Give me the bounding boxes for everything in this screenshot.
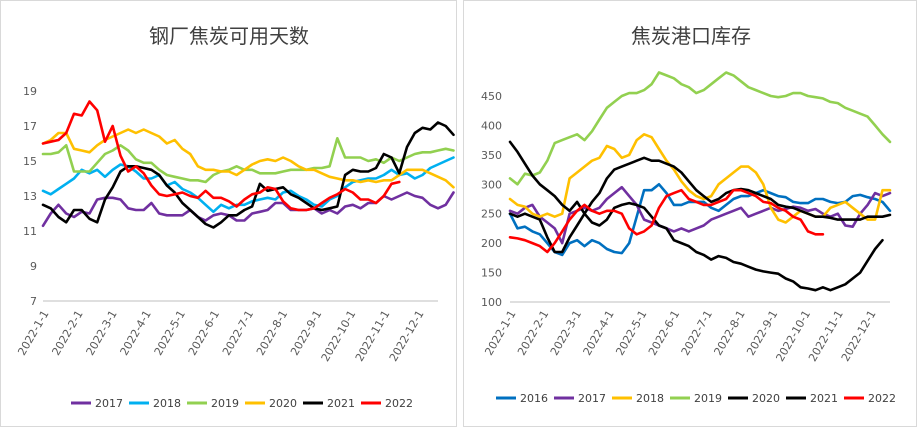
series-line-2021 <box>508 140 884 292</box>
y-tick-label: 300 <box>481 178 502 191</box>
series-line-2018 <box>41 156 455 214</box>
y-tick-label: 9 <box>30 260 37 273</box>
y-tick-label: 13 <box>23 190 37 203</box>
series-line-2017 <box>41 191 455 228</box>
y-tick-label: 7 <box>30 295 37 308</box>
chart-title: 焦炭港口库存 <box>631 24 751 48</box>
y-tick-label: 11 <box>23 225 37 238</box>
x-tick-label: 2022-6-1 <box>186 308 222 358</box>
series-line-2022 <box>508 188 825 254</box>
x-tick-label: 2022-8-1 <box>711 308 747 358</box>
x-tick-label: 2022-10-1 <box>319 308 359 364</box>
y-tick-label: 19 <box>23 85 37 98</box>
x-tick-label: 2022-3-1 <box>548 308 584 358</box>
chart-panel-port-inventory: 焦炭港口库存 100 150 200 250 300 350 400 450 2022-1-1 20… <box>463 0 917 427</box>
series-line-2021 <box>41 121 455 229</box>
legend-label-2018: 2018 <box>636 392 664 405</box>
chart-panel-coke-days: 钢厂焦炭可用天数 7 9 11 13 15 17 19 2022-1-1 2022-2-1 2022… <box>0 0 457 427</box>
y-tick-label: 350 <box>481 149 502 162</box>
x-tick-label: 2022-6-1 <box>646 308 682 358</box>
legend-label-2017: 2017 <box>578 392 606 405</box>
x-tick-label: 2022-2-1 <box>49 308 85 358</box>
x-tick-label: 2022-12-1 <box>839 308 879 364</box>
legend-label-2017: 2017 <box>95 397 123 410</box>
legend-label-2018: 2018 <box>153 397 181 410</box>
y-tick-label: 250 <box>481 208 502 221</box>
series-line-2017 <box>508 185 892 245</box>
series-line-2016 <box>508 183 892 257</box>
y-tick-label: 200 <box>481 237 502 250</box>
x-tick-label: 2022-1-1 <box>482 308 518 358</box>
x-tick-label: 2022-5-1 <box>613 308 649 358</box>
y-tick-label: 150 <box>481 267 502 280</box>
series-line-2018 <box>508 133 892 224</box>
series-line-2019 <box>508 71 892 186</box>
chart-svg-coke-days: 钢厂焦炭可用天数7911131517192022-1-12022-2-12022… <box>15 24 455 410</box>
x-tick-label: 2022-7-1 <box>220 308 256 358</box>
x-tick-label: 2022-8-1 <box>254 308 290 358</box>
x-tick-label: 2022-3-1 <box>84 308 120 358</box>
y-tick-label: 450 <box>481 90 502 103</box>
y-tick-label: 17 <box>23 120 37 133</box>
legend-label-2016: 2016 <box>520 392 548 405</box>
chart-title: 钢厂焦炭可用天数 <box>149 24 309 48</box>
legend-label-2021: 2021 <box>327 397 355 410</box>
legend-label-2019: 2019 <box>211 397 239 410</box>
chart-svg-port-inventory: 焦炭港口库存1001502002503003504004502022-1-120… <box>481 24 896 405</box>
x-tick-label: 2022-1-1 <box>15 308 51 358</box>
x-tick-label: 2022-4-1 <box>581 308 617 358</box>
legend-label-2020: 2020 <box>269 397 297 410</box>
y-tick-label: 100 <box>481 296 502 309</box>
x-tick-label: 2022-5-1 <box>152 308 188 358</box>
x-tick-label: 2022-7-1 <box>679 308 715 358</box>
series-line-2022 <box>41 100 401 212</box>
x-tick-label: 2022-2-1 <box>515 308 551 358</box>
legend-label-2022: 2022 <box>385 397 413 410</box>
x-tick-label: 2022-11-1 <box>353 308 393 364</box>
x-tick-label: 2022-9-1 <box>744 308 780 358</box>
x-tick-label: 2022-9-1 <box>288 308 324 358</box>
legend-label-2020: 2020 <box>752 392 780 405</box>
y-tick-label: 15 <box>23 155 37 168</box>
series-line-2019 <box>41 137 455 184</box>
x-tick-label: 2022-12-1 <box>387 308 427 364</box>
series-line-2020 <box>41 128 455 189</box>
legend-label-2021: 2021 <box>810 392 838 405</box>
series-line-2020 <box>508 156 892 254</box>
legend-label-2022: 2022 <box>868 392 896 405</box>
y-tick-label: 400 <box>481 119 502 132</box>
x-tick-label: 2022-4-1 <box>118 308 154 358</box>
legend-label-2019: 2019 <box>694 392 722 405</box>
